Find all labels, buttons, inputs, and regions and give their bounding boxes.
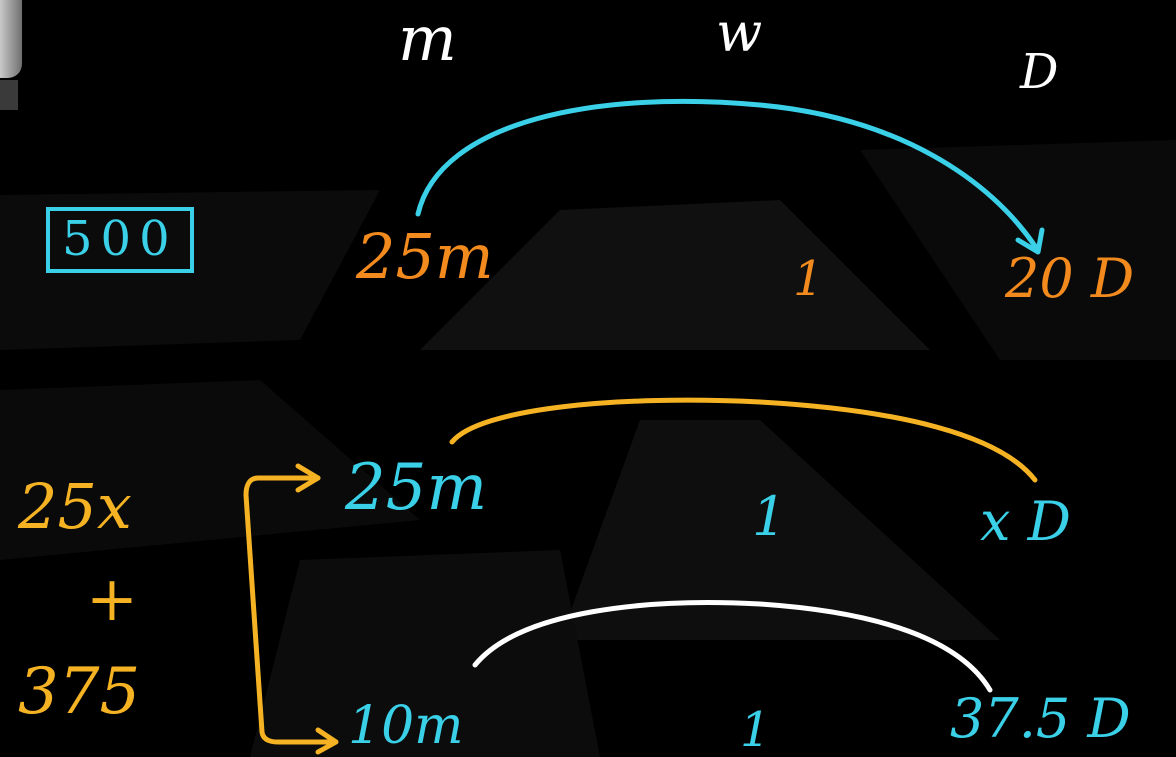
row1-w: 1 bbox=[793, 251, 824, 307]
row1-d: 20 D bbox=[1005, 247, 1135, 310]
bracket-arrow-bottom bbox=[315, 727, 339, 755]
header-m: m bbox=[398, 2, 457, 75]
window-edge-shadow bbox=[0, 80, 18, 110]
cyan-arc bbox=[415, 98, 1038, 249]
header-d: D bbox=[1020, 44, 1059, 100]
row3-m: 10m bbox=[348, 696, 464, 756]
yellow-arc bbox=[449, 397, 1038, 483]
row2-m: 25m bbox=[345, 451, 488, 525]
boxed-total: 500 bbox=[46, 207, 194, 273]
white-arc bbox=[472, 600, 993, 693]
bracket-arrow-top bbox=[295, 463, 321, 493]
cyan-arrowhead bbox=[1015, 227, 1045, 255]
left-sum-top: 25x bbox=[18, 470, 132, 543]
yellow-bracket bbox=[243, 475, 335, 745]
row1-m: 25m bbox=[356, 220, 494, 293]
left-sum-operator: + bbox=[86, 562, 138, 635]
left-sum-bottom: 375 bbox=[18, 655, 141, 729]
window-edge-fragment bbox=[0, 0, 22, 78]
row2-w: 1 bbox=[752, 485, 787, 548]
header-w: w bbox=[716, 1, 763, 64]
row3-w: 1 bbox=[740, 702, 771, 757]
row3-d: 37.5 D bbox=[950, 687, 1131, 750]
row2-d: x D bbox=[980, 490, 1071, 553]
